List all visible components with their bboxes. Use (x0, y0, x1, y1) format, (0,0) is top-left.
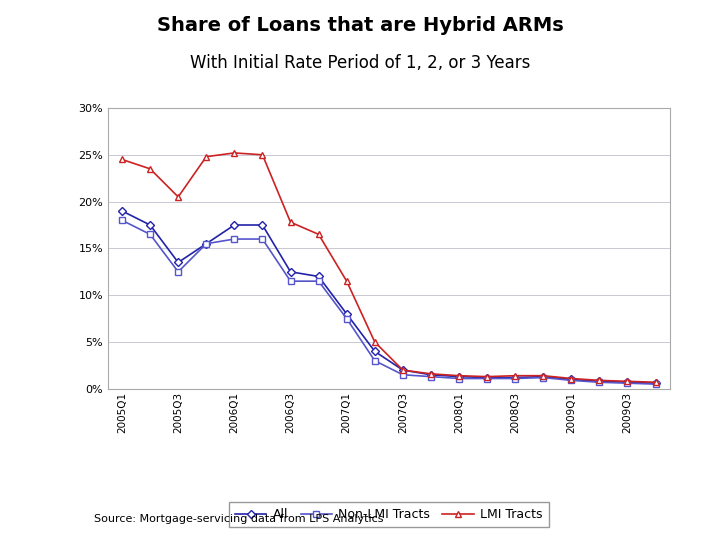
All (145, 222, 155, 228)
LMI Tracts (595, 377, 603, 383)
Non-LMI Tracts (595, 379, 603, 386)
Non-LMI Tracts (539, 374, 548, 381)
All (258, 222, 266, 228)
LMI Tracts (624, 378, 632, 384)
Text: Share of Loans that are Hybrid ARMs: Share of Loans that are Hybrid ARMs (157, 16, 563, 35)
All (202, 240, 211, 247)
LMI Tracts (399, 367, 408, 373)
Non-LMI Tracts (315, 278, 323, 285)
Line: LMI Tracts: LMI Tracts (119, 150, 659, 386)
Non-LMI Tracts (343, 315, 351, 322)
Non-LMI Tracts (118, 217, 127, 224)
All (315, 273, 323, 280)
Line: Non-LMI Tracts: Non-LMI Tracts (119, 217, 659, 387)
LMI Tracts (483, 373, 492, 380)
Non-LMI Tracts (426, 373, 435, 380)
All (567, 376, 576, 383)
LMI Tracts (567, 375, 576, 382)
All (595, 378, 603, 384)
Non-LMI Tracts (145, 231, 155, 238)
Line: All: All (120, 208, 658, 386)
Non-LMI Tracts (174, 268, 183, 275)
Non-LMI Tracts (455, 375, 464, 382)
All (174, 259, 183, 266)
All (343, 310, 351, 317)
LMI Tracts (258, 152, 266, 158)
Non-LMI Tracts (202, 240, 211, 247)
All (483, 374, 492, 381)
Non-LMI Tracts (287, 278, 295, 285)
LMI Tracts (539, 373, 548, 379)
LMI Tracts (315, 231, 323, 238)
Legend: All, Non-LMI Tracts, LMI Tracts: All, Non-LMI Tracts, LMI Tracts (229, 502, 549, 527)
Non-LMI Tracts (511, 375, 520, 382)
Non-LMI Tracts (371, 357, 379, 364)
All (651, 380, 660, 387)
Non-LMI Tracts (483, 375, 492, 382)
All (230, 222, 239, 228)
LMI Tracts (455, 373, 464, 379)
Non-LMI Tracts (651, 381, 660, 387)
LMI Tracts (118, 156, 127, 163)
Text: With Initial Rate Period of 1, 2, or 3 Years: With Initial Rate Period of 1, 2, or 3 Y… (190, 54, 530, 72)
LMI Tracts (343, 278, 351, 285)
All (539, 373, 548, 380)
Text: Source: Mortgage-servicing data from LPS Analytics: Source: Mortgage-servicing data from LPS… (94, 514, 383, 524)
Non-LMI Tracts (624, 380, 632, 387)
LMI Tracts (145, 166, 155, 172)
Non-LMI Tracts (258, 236, 266, 242)
LMI Tracts (651, 379, 660, 386)
All (426, 372, 435, 378)
LMI Tracts (371, 339, 379, 345)
LMI Tracts (202, 153, 211, 160)
All (399, 367, 408, 373)
LMI Tracts (426, 370, 435, 377)
LMI Tracts (287, 219, 295, 225)
LMI Tracts (230, 150, 239, 156)
All (624, 379, 632, 386)
All (455, 373, 464, 380)
LMI Tracts (511, 373, 520, 379)
Non-LMI Tracts (399, 372, 408, 378)
LMI Tracts (174, 194, 183, 200)
All (371, 348, 379, 355)
All (511, 374, 520, 381)
All (287, 268, 295, 275)
Non-LMI Tracts (230, 236, 239, 242)
Non-LMI Tracts (567, 377, 576, 383)
All (118, 208, 127, 214)
